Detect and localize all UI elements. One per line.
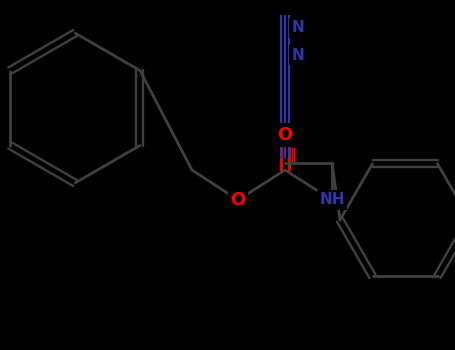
Text: N: N (292, 21, 304, 35)
Text: ‖: ‖ (289, 147, 297, 161)
Text: NH: NH (319, 193, 345, 208)
Text: O: O (278, 126, 293, 144)
Text: N: N (292, 48, 304, 63)
Text: O: O (230, 191, 246, 209)
